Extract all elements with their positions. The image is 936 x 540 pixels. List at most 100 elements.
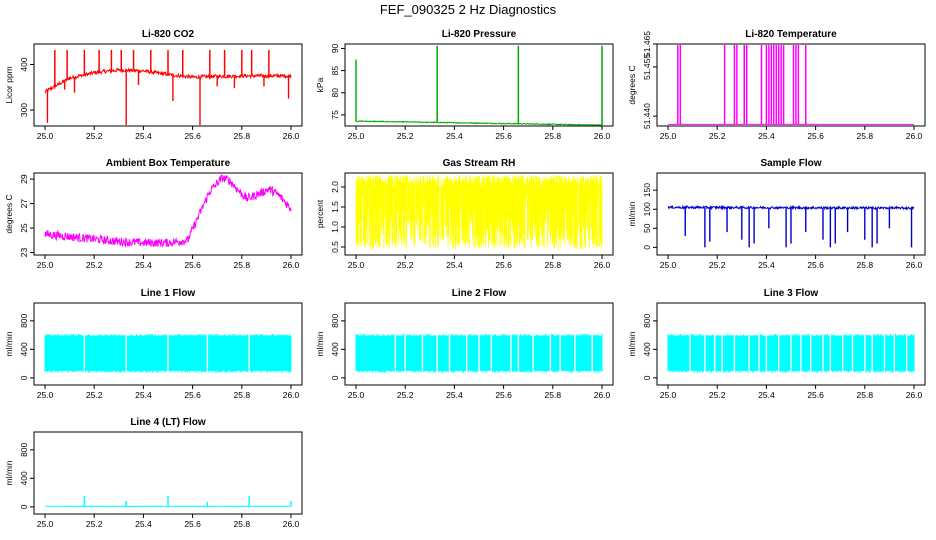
x-tick-label: 26.0 bbox=[906, 390, 923, 400]
x-tick-label: 25.4 bbox=[446, 260, 463, 270]
x-tick-label: 25.6 bbox=[495, 260, 512, 270]
x-tick-label: 25.6 bbox=[495, 131, 512, 141]
data-series bbox=[44, 333, 292, 373]
y-axis-label: ml/min bbox=[4, 460, 14, 485]
x-tick-label: 25.6 bbox=[807, 390, 824, 400]
x-tick-label: 25.8 bbox=[545, 131, 562, 141]
data-series bbox=[355, 175, 603, 249]
panels-container: Li-820 CO2 Licor ppm 25.0 25.2 25.4 25.6 25.8 2… bbox=[4, 29, 926, 529]
x-tick-label: 25.6 bbox=[495, 390, 512, 400]
x-tick-label: 25.6 bbox=[807, 260, 824, 270]
x-tick-label: 25.0 bbox=[37, 519, 54, 529]
x-tick-label: 25.0 bbox=[37, 260, 54, 270]
chart-title: Li-820 Pressure bbox=[442, 29, 517, 40]
y-axis-label: kPa bbox=[315, 77, 325, 92]
data-series bbox=[668, 45, 914, 125]
chart-title: Li-820 Temperature bbox=[745, 29, 837, 40]
x-tick-label: 26.0 bbox=[283, 260, 300, 270]
y-tick-label: 400 bbox=[330, 342, 340, 356]
y-axis-label: ml/min bbox=[315, 331, 325, 356]
x-tick-label: 25.6 bbox=[184, 390, 201, 400]
series-line bbox=[355, 120, 602, 126]
x-tick-label: 25.8 bbox=[234, 390, 251, 400]
y-axis-label: ml/min bbox=[627, 201, 637, 226]
y-tick-label: 27 bbox=[19, 199, 29, 209]
x-tick-label: 26.0 bbox=[594, 131, 611, 141]
x-tick-label: 25.0 bbox=[348, 390, 365, 400]
y-tick-label: 50 bbox=[642, 223, 652, 233]
x-tick-label: 25.0 bbox=[348, 131, 365, 141]
x-tick-label: 25.8 bbox=[545, 260, 562, 270]
y-tick-label: 25 bbox=[19, 223, 29, 233]
x-tick-label: 26.0 bbox=[906, 260, 923, 270]
x-tick-label: 25.4 bbox=[135, 390, 152, 400]
x-tick-label: 25.8 bbox=[545, 390, 562, 400]
chart-panel-10: Line 4 (LT) Flow ml/min 25.0 25.2 25.4 25.6 25… bbox=[4, 417, 303, 529]
x-tick-label: 25.8 bbox=[857, 131, 874, 141]
y-tick-label: 800 bbox=[19, 442, 29, 456]
x-tick-label: 25.2 bbox=[709, 260, 726, 270]
x-tick-label: 25.4 bbox=[135, 519, 152, 529]
plot-frame bbox=[33, 302, 303, 386]
chart-title: Gas Stream RH bbox=[443, 158, 516, 169]
x-tick-label: 25.4 bbox=[135, 131, 152, 141]
x-tick-label: 25.4 bbox=[446, 390, 463, 400]
chart-panel-6: Sample Flow ml/min 25.0 25.2 25.4 25.6 25.8 26.… bbox=[627, 158, 926, 270]
x-tick-label: 25.0 bbox=[660, 131, 677, 141]
y-axis-label: degrees C bbox=[4, 194, 14, 233]
chart-panel-7: Line 1 Flow ml/min 25.0 25.2 25.4 25.6 25.8 26.… bbox=[4, 288, 303, 400]
y-tick-label: 0 bbox=[642, 245, 652, 250]
rh-trace bbox=[355, 175, 603, 249]
y-tick-label: 800 bbox=[330, 313, 340, 327]
chart-panel-8: Line 2 Flow ml/min 25.0 25.2 25.4 25.6 25.8 26.… bbox=[315, 288, 614, 400]
data-series bbox=[667, 333, 915, 373]
chart-title: Line 2 Flow bbox=[452, 288, 507, 299]
x-tick-label: 25.2 bbox=[86, 519, 103, 529]
chart-panel-4: Ambient Box Temperature degrees C 25.0 25.2… bbox=[4, 158, 303, 270]
y-tick-label: 29 bbox=[19, 174, 29, 184]
chart-title: Line 4 (LT) Flow bbox=[130, 417, 206, 428]
x-tick-label: 26.0 bbox=[594, 390, 611, 400]
x-tick-label: 26.0 bbox=[283, 519, 300, 529]
chart-title: Li-820 CO2 bbox=[142, 29, 195, 40]
plot-frame bbox=[33, 172, 303, 256]
plot-frame bbox=[344, 43, 614, 127]
chart-panel-5: Gas Stream RH percent 25.0 25.2 25.4 25.6 25.8… bbox=[315, 158, 614, 270]
x-tick-label: 25.2 bbox=[86, 131, 103, 141]
x-tick-label: 25.8 bbox=[234, 519, 251, 529]
chart-panel-2: Li-820 Pressure kPa 25.0 25.2 25.4 25.6 25.8 26… bbox=[315, 29, 614, 141]
x-tick-label: 25.8 bbox=[234, 131, 251, 141]
chart-panel-3: Li-820 Temperature degrees C 25.0 25.2 25.4 2… bbox=[627, 29, 926, 141]
plot-frame bbox=[656, 302, 926, 386]
y-tick-label: 400 bbox=[19, 471, 29, 485]
x-tick-label: 25.2 bbox=[397, 260, 414, 270]
y-tick-label: 400 bbox=[19, 57, 29, 71]
y-tick-label: 51.440 bbox=[642, 103, 652, 129]
y-tick-label: 1.0 bbox=[330, 221, 340, 233]
y-axis-label: ml/min bbox=[627, 331, 637, 356]
x-tick-label: 25.8 bbox=[857, 390, 874, 400]
plot-frame bbox=[656, 43, 926, 127]
data-series bbox=[44, 174, 292, 248]
x-tick-label: 25.2 bbox=[397, 390, 414, 400]
y-tick-label: 800 bbox=[642, 313, 652, 327]
y-axis-label: degrees C bbox=[627, 65, 637, 104]
y-tick-label: 2.0 bbox=[330, 181, 340, 193]
x-tick-label: 26.0 bbox=[594, 260, 611, 270]
y-tick-label: 51.465 bbox=[642, 31, 652, 57]
x-tick-label: 25.4 bbox=[758, 390, 775, 400]
y-tick-label: 300 bbox=[19, 103, 29, 117]
x-tick-label: 25.4 bbox=[446, 131, 463, 141]
y-tick-label: 0 bbox=[330, 375, 340, 380]
y-tick-label: 90 bbox=[330, 43, 340, 53]
y-tick-label: 0 bbox=[642, 375, 652, 380]
y-tick-label: 0.5 bbox=[330, 241, 340, 253]
x-tick-label: 25.6 bbox=[184, 260, 201, 270]
y-tick-label: 0 bbox=[19, 375, 29, 380]
y-tick-label: 75 bbox=[330, 110, 340, 120]
y-tick-label: 80 bbox=[330, 88, 340, 98]
series-line bbox=[667, 204, 915, 211]
x-tick-label: 25.4 bbox=[758, 131, 775, 141]
y-tick-label: 100 bbox=[642, 202, 652, 216]
